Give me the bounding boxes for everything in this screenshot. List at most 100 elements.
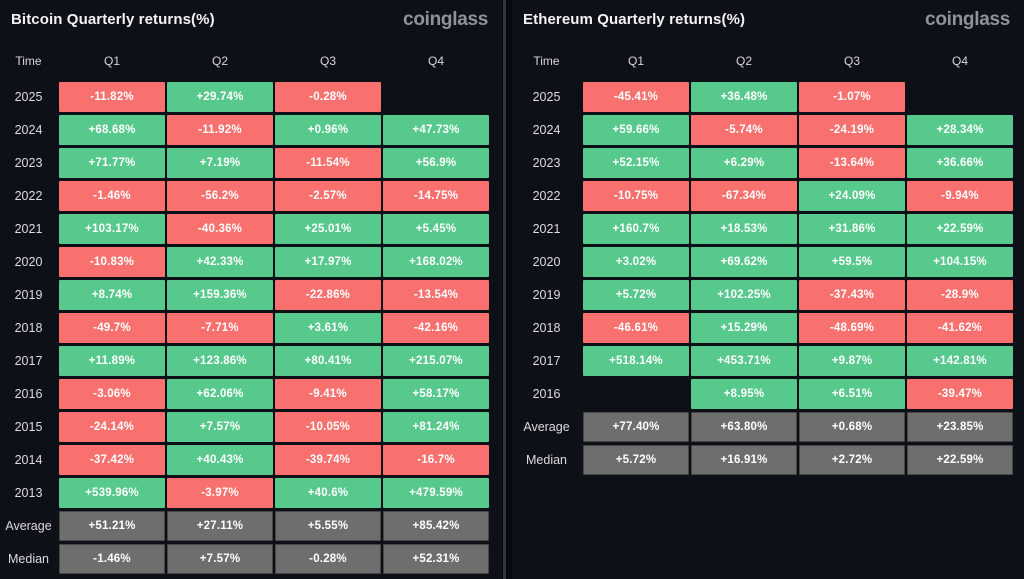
summary-row-label: Median	[8, 552, 49, 566]
return-cell: +3.02%	[583, 247, 689, 277]
return-cell: +160.7%	[583, 214, 689, 244]
return-cell: -10.75%	[583, 181, 689, 211]
return-cell: +18.53%	[691, 214, 797, 244]
return-cell: +11.89%	[59, 346, 165, 376]
year-row-label: 2013	[14, 486, 43, 500]
return-cell: +479.59%	[383, 478, 489, 508]
return-cell: +59.5%	[799, 247, 905, 277]
page-title: Bitcoin Quarterly returns(%)	[11, 11, 215, 28]
return-cell: +47.73%	[383, 115, 489, 145]
return-cell: +142.81%	[907, 346, 1013, 376]
return-cell: +168.02%	[383, 247, 489, 277]
return-cell: -24.14%	[59, 412, 165, 442]
summary-cell: +0.68%	[799, 412, 905, 442]
return-cell: +31.86%	[799, 214, 905, 244]
year-row-label: 2016	[14, 387, 43, 401]
summary-cell: +2.72%	[799, 445, 905, 475]
return-cell: -37.42%	[59, 445, 165, 475]
quarter-column-header: Q2	[211, 54, 228, 68]
return-cell: +62.06%	[167, 379, 273, 409]
year-row-label: 2024	[532, 123, 561, 137]
return-cell: -37.43%	[799, 280, 905, 310]
coinglass-logo: coinglass	[403, 8, 488, 30]
summary-cell: +16.91%	[691, 445, 797, 475]
return-cell: +7.57%	[167, 412, 273, 442]
return-cell: -24.19%	[799, 115, 905, 145]
return-cell: +81.24%	[383, 412, 489, 442]
panel-header: Ethereum Quarterly returns(%) coinglass	[512, 0, 1024, 30]
year-row-label: 2020	[14, 255, 43, 269]
return-cell: +25.01%	[275, 214, 381, 244]
quarter-column-header: Q4	[951, 54, 968, 68]
quarter-column-header: Q1	[103, 54, 120, 68]
return-cell: -28.9%	[907, 280, 1013, 310]
summary-cell: +5.72%	[583, 445, 689, 475]
year-row-label: 2017	[532, 354, 561, 368]
return-cell: +159.36%	[167, 280, 273, 310]
year-row-label: 2020	[532, 255, 561, 269]
return-cell: -3.06%	[59, 379, 165, 409]
return-cell: +69.62%	[691, 247, 797, 277]
return-cell: +22.59%	[907, 214, 1013, 244]
return-cell: -2.57%	[275, 181, 381, 211]
return-cell: +68.68%	[59, 115, 165, 145]
year-row-label: 2015	[14, 420, 43, 434]
return-cell: -9.94%	[907, 181, 1013, 211]
time-column-header: Time	[533, 54, 560, 68]
year-row-label: 2014	[14, 453, 43, 467]
summary-cell: +27.11%	[167, 511, 273, 541]
return-cell: +71.77%	[59, 148, 165, 178]
return-cell: -11.82%	[59, 82, 165, 112]
return-cell: +42.33%	[167, 247, 273, 277]
return-cell: +8.95%	[691, 379, 797, 409]
return-cell: -0.28%	[275, 82, 381, 112]
return-cell: +5.72%	[583, 280, 689, 310]
summary-cell: -1.46%	[59, 544, 165, 574]
year-row-label: 2024	[14, 123, 43, 137]
empty-cell	[383, 82, 489, 112]
return-cell: +453.71%	[691, 346, 797, 376]
summary-cell: +51.21%	[59, 511, 165, 541]
return-cell: -46.61%	[583, 313, 689, 343]
return-cell: +104.15%	[907, 247, 1013, 277]
summary-cell: +85.42%	[383, 511, 489, 541]
return-cell: -14.75%	[383, 181, 489, 211]
year-row-label: 2021	[532, 222, 561, 236]
ethereum-returns-panel: Ethereum Quarterly returns(%) coinglass …	[512, 0, 1024, 579]
return-cell: -11.54%	[275, 148, 381, 178]
return-cell: +40.43%	[167, 445, 273, 475]
quarter-column-header: Q4	[427, 54, 444, 68]
return-cell: +15.29%	[691, 313, 797, 343]
empty-cell	[583, 379, 689, 409]
return-cell: +6.29%	[691, 148, 797, 178]
header-row: Time Q1 Q2 Q3 Q4	[512, 53, 1024, 69]
summary-cell: +52.31%	[383, 544, 489, 574]
year-row-label: 2025	[14, 90, 43, 104]
return-cell: -13.54%	[383, 280, 489, 310]
quarter-column-header: Q1	[627, 54, 644, 68]
return-cell: -16.7%	[383, 445, 489, 475]
return-cell: +215.07%	[383, 346, 489, 376]
year-row-label: 2016	[532, 387, 561, 401]
return-cell: -1.07%	[799, 82, 905, 112]
return-cell: -9.41%	[275, 379, 381, 409]
year-row-label: 2018	[532, 321, 561, 335]
summary-row-label: Median	[526, 453, 567, 467]
quarter-column-header: Q3	[843, 54, 860, 68]
year-row-label: 2023	[14, 156, 43, 170]
return-cell: +0.96%	[275, 115, 381, 145]
summary-row-label: Average	[523, 420, 570, 434]
return-cell: -3.97%	[167, 478, 273, 508]
summary-cell: +22.59%	[907, 445, 1013, 475]
page-title: Ethereum Quarterly returns(%)	[523, 11, 746, 28]
year-row-label: 2018	[14, 321, 43, 335]
return-cell: -42.16%	[383, 313, 489, 343]
year-row-label: 2022	[14, 189, 43, 203]
return-cell: +36.66%	[907, 148, 1013, 178]
return-cell: -40.36%	[167, 214, 273, 244]
header-row: Time Q1 Q2 Q3 Q4	[0, 53, 502, 69]
return-cell: -39.74%	[275, 445, 381, 475]
return-cell: +3.61%	[275, 313, 381, 343]
return-cell: +58.17%	[383, 379, 489, 409]
summary-cell: +77.40%	[583, 412, 689, 442]
